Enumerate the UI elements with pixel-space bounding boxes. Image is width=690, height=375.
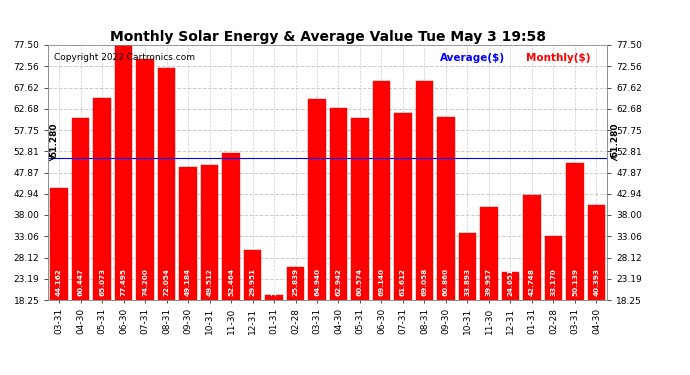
Bar [115,45,132,300]
Text: 61.612: 61.612 [400,268,406,296]
Text: 69.140: 69.140 [379,268,384,296]
Text: 72.054: 72.054 [164,268,170,296]
Text: 33.170: 33.170 [551,268,556,296]
Bar [136,59,154,300]
Bar [72,118,90,300]
Text: Monthly($): Monthly($) [526,53,591,63]
Bar [437,117,455,300]
Text: 60.860: 60.860 [443,268,449,296]
Text: Average($): Average($) [440,53,504,63]
Bar [50,189,68,300]
Bar [158,69,175,300]
Text: 33.893: 33.893 [464,268,471,296]
Bar [286,267,304,300]
Bar [351,118,369,300]
Text: 40.393: 40.393 [593,268,600,296]
Text: 69.058: 69.058 [422,267,428,296]
Text: 25.839: 25.839 [293,268,299,296]
Bar [502,273,520,300]
Bar [265,295,283,300]
Bar [222,153,240,300]
Text: 52.464: 52.464 [228,268,234,296]
Bar [330,108,347,300]
Text: 51.280: 51.280 [610,122,619,156]
Text: 19.412: 19.412 [271,268,277,296]
Bar [308,99,326,300]
Bar [201,165,218,300]
Bar [394,113,412,300]
Text: 24.651: 24.651 [507,268,513,296]
Bar [480,207,497,300]
Bar [523,195,541,300]
Bar [544,236,562,300]
Text: 39.957: 39.957 [486,268,492,296]
Bar [566,163,584,300]
Text: Copyright 2022 Cartronics.com: Copyright 2022 Cartronics.com [54,53,195,62]
Bar [588,205,605,300]
Bar [373,81,391,300]
Text: 62.942: 62.942 [335,268,342,296]
Text: 42.748: 42.748 [529,268,535,296]
Text: 74.200: 74.200 [142,268,148,296]
Title: Monthly Solar Energy & Average Value Tue May 3 19:58: Monthly Solar Energy & Average Value Tue… [110,30,546,44]
Bar [244,250,262,300]
Text: 44.162: 44.162 [56,268,62,296]
Bar [93,99,111,300]
Text: 29.951: 29.951 [250,268,255,296]
Text: 49.512: 49.512 [206,268,213,296]
Text: 60.574: 60.574 [357,268,363,296]
Bar [179,167,197,300]
Text: 60.447: 60.447 [77,268,83,296]
Text: 51.280: 51.280 [50,122,59,156]
Bar [415,81,433,300]
Text: 50.139: 50.139 [572,268,578,296]
Text: 77.495: 77.495 [121,268,126,296]
Text: 64.940: 64.940 [314,268,320,296]
Bar [459,232,476,300]
Text: 65.073: 65.073 [99,268,105,296]
Text: 49.184: 49.184 [185,268,191,296]
